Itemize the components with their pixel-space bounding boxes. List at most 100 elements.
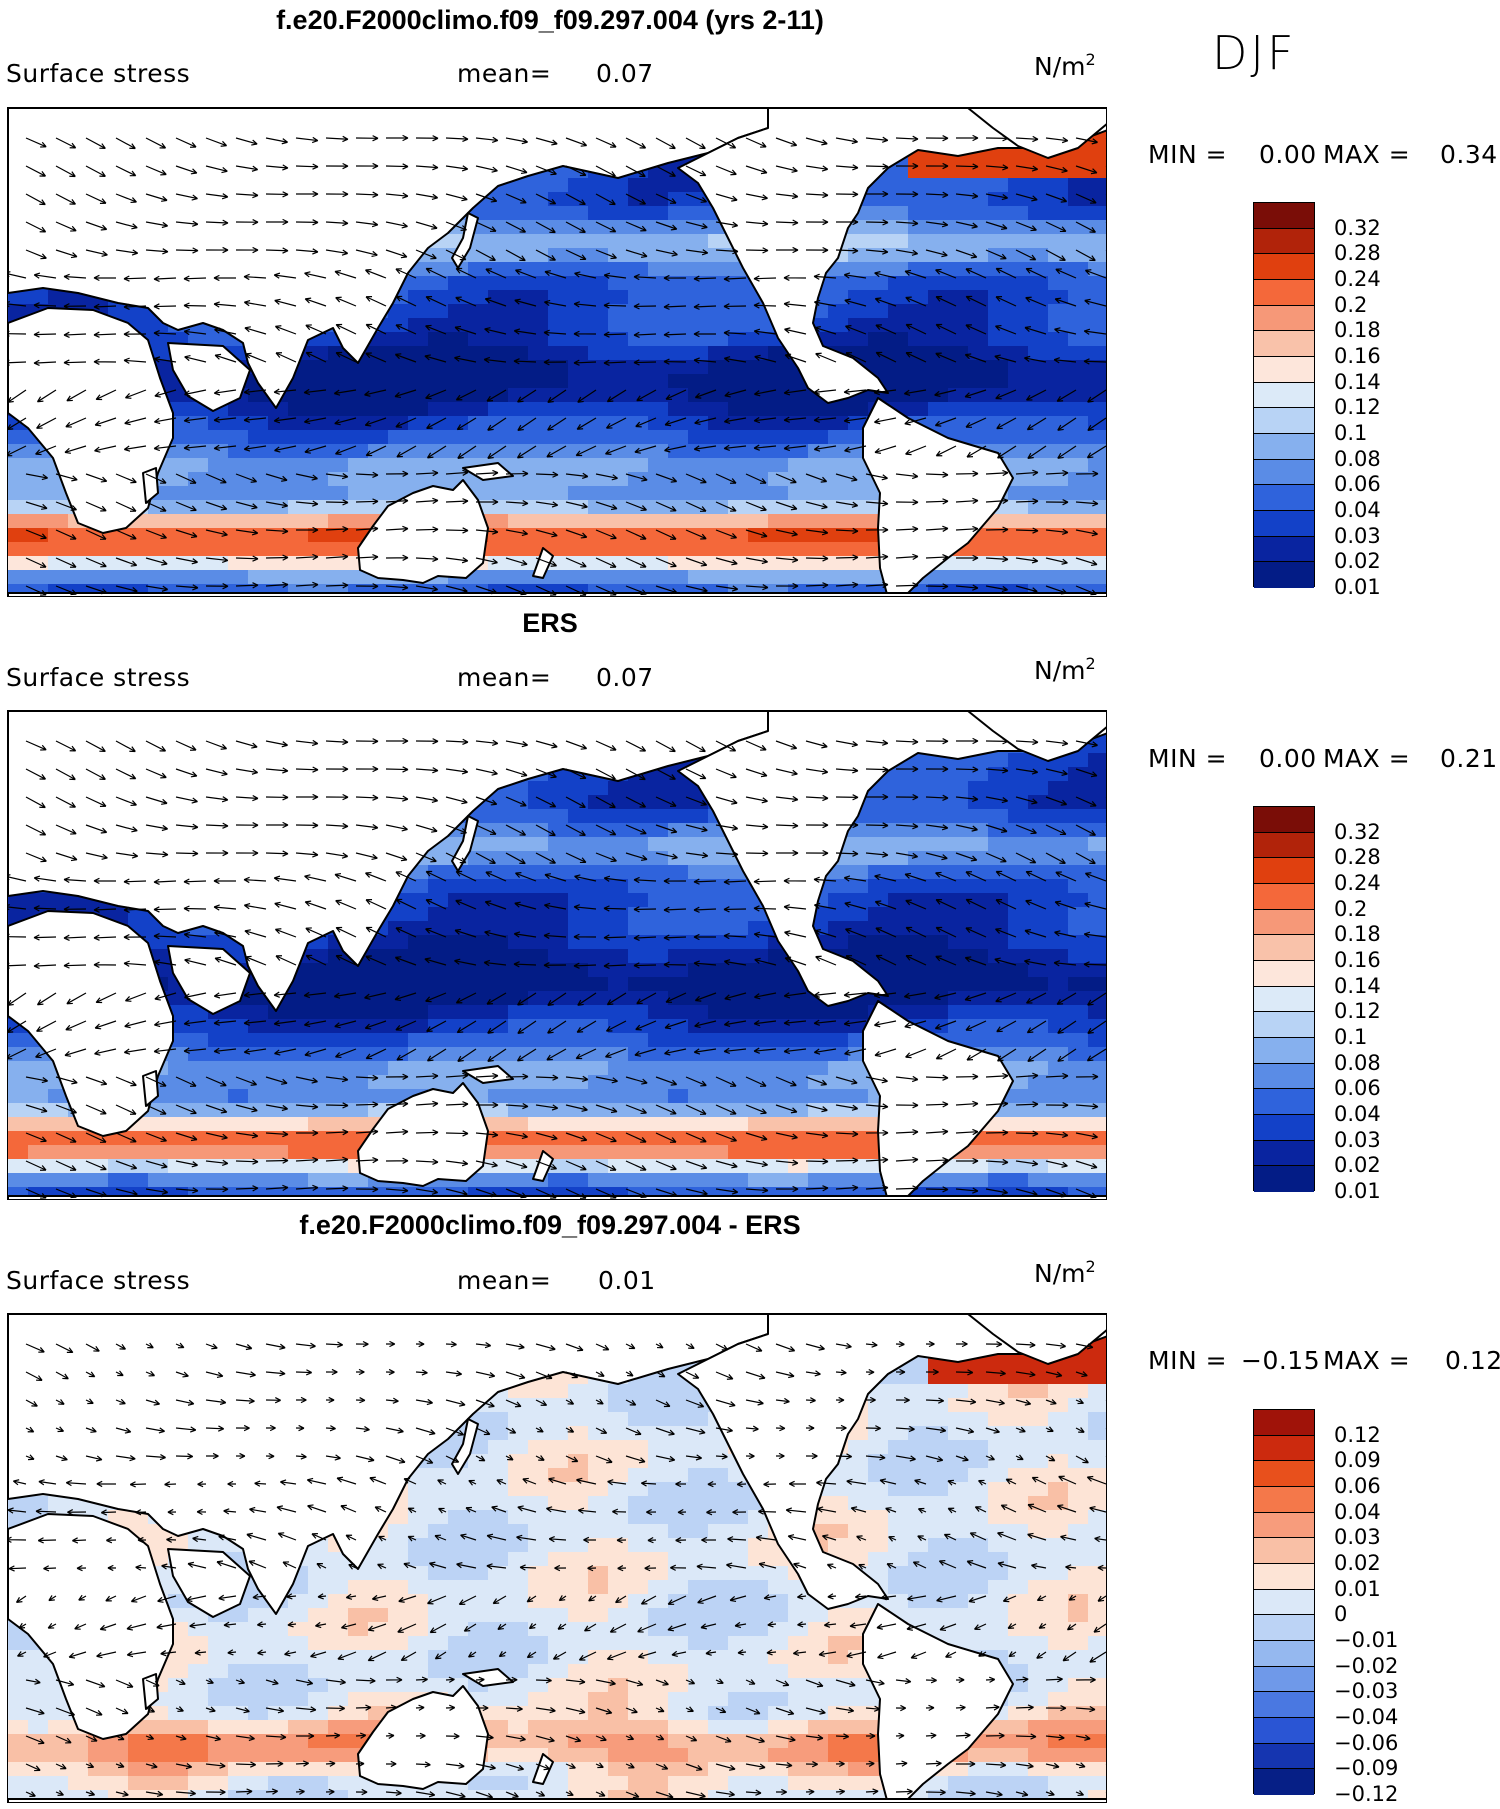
colorbar-tick-label: 0.18 (1334, 922, 1381, 947)
colorbar-segment (1254, 562, 1314, 588)
colorbar-segment (1254, 1089, 1314, 1115)
colorbar-segment (1254, 1486, 1314, 1513)
colorbar-segment (1254, 382, 1314, 409)
colorbar-segment (1254, 986, 1314, 1013)
min-label: MIN = (1148, 1346, 1228, 1375)
colorbar (1253, 1409, 1315, 1795)
colorbar-tick-label: −0.06 (1334, 1730, 1399, 1755)
coastline-madagascar (142, 467, 159, 504)
colorbar-tick-label: −0.02 (1334, 1653, 1399, 1678)
colorbar-segment (1254, 1512, 1314, 1539)
max-value: 0.12 (1445, 1346, 1500, 1375)
units-label: N/m2 (1034, 654, 1096, 685)
colorbar-tick-label: 0.02 (1334, 1551, 1381, 1575)
land-mask (8, 711, 1106, 1199)
colorbar-tick-label: 0.02 (1334, 1153, 1381, 1178)
colorbar-segment (1254, 1166, 1314, 1192)
colorbar-tick-label: −0.01 (1334, 1628, 1399, 1652)
colorbar-segment (1254, 1692, 1314, 1718)
colorbar-segment (1254, 832, 1314, 859)
min-label: MIN = (1148, 140, 1228, 169)
colorbar-tick-label: 0.24 (1334, 871, 1381, 895)
colorbar-segment (1254, 203, 1314, 229)
colorbar-segment (1254, 1140, 1314, 1167)
stress-vectors (8, 1340, 1106, 1799)
mean-label: mean= (457, 1266, 552, 1295)
coastline-samerica (862, 397, 1014, 596)
mean-label: mean= (457, 59, 552, 88)
colorbar-tick-label: 0.08 (1334, 1050, 1381, 1075)
colorbar-tick-label: 0.06 (1334, 1474, 1381, 1498)
colorbar-segment (1254, 883, 1314, 910)
colorbar-segment (1254, 858, 1314, 884)
colorbar-segment (1254, 1666, 1314, 1693)
colorbar-segment (1254, 459, 1314, 486)
colorbar-segment (1254, 1615, 1314, 1641)
colorbar-tick-label: 0.14 (1334, 973, 1381, 998)
coastline-greenland (967, 711, 1106, 762)
panel-title-obs: ERS (522, 608, 578, 638)
max-label: MAX = (1323, 1346, 1411, 1375)
colorbar-segment (1254, 909, 1314, 936)
coastline-greenland (967, 108, 1106, 159)
colorbar-segment (1254, 1717, 1314, 1744)
colorbar-segment (1254, 331, 1314, 357)
coastline-newzealand (532, 1150, 554, 1182)
min-label: MIN = (1148, 744, 1228, 773)
colorbar-tick-label: −0.12 (1334, 1782, 1399, 1806)
colorbar-segment (1254, 1640, 1314, 1667)
coastline-newzealand (532, 1753, 554, 1785)
variable-label: Surface stress (6, 59, 191, 88)
colorbar-tick-label: 0.24 (1334, 267, 1381, 291)
colorbar (1253, 202, 1315, 588)
colorbar-tick-label: 0.02 (1334, 549, 1381, 574)
panel-title-model: f.e20.F2000climo.f09_f09.297.004 (yrs 2-… (276, 5, 824, 35)
colorbar-tick-label: 0.04 (1334, 1102, 1381, 1126)
colorbar-tick-label: 0.1 (1334, 1025, 1368, 1049)
coastline-samerica (862, 1000, 1014, 1199)
mean-label: mean= (457, 663, 552, 692)
colorbar-tick-label: −0.09 (1334, 1756, 1399, 1781)
colorbar-tick-label: 0.28 (1334, 241, 1381, 266)
coastline-antarctica (8, 1798, 1106, 1802)
colorbar-tick-label: 0.06 (1334, 1076, 1381, 1101)
colorbar-segment (1254, 960, 1314, 987)
colorbar-tick-label: 0.03 (1334, 1127, 1381, 1152)
mean-value: 0.01 (598, 1266, 656, 1295)
colorbar-tick-label: 0.12 (1334, 395, 1381, 420)
coastline-greenland (967, 1314, 1106, 1365)
colorbar-tick-label: 0.32 (1334, 215, 1381, 240)
colorbar-tick-label: 0.03 (1334, 1525, 1381, 1550)
colorbar-segment (1254, 1435, 1314, 1462)
colorbar-segment (1254, 807, 1314, 833)
colorbar-segment (1254, 228, 1314, 255)
units-label: N/m2 (1034, 1257, 1096, 1288)
colorbar-tick-label: 0.06 (1334, 472, 1381, 497)
colorbar-tick-label: 0.32 (1334, 819, 1381, 844)
colorbar-segment (1254, 433, 1314, 460)
season-label: DJF (1212, 26, 1297, 80)
coastline-eurasia (8, 108, 769, 409)
stress-vectors (8, 737, 1106, 1199)
coastline-newguinea (462, 1065, 514, 1084)
colorbar-segment (1254, 279, 1314, 306)
stress-map-obs (7, 710, 1107, 1200)
colorbar-segment (1254, 1410, 1314, 1436)
variable-label: Surface stress (6, 663, 191, 692)
colorbar-tick-label: 0.16 (1334, 948, 1381, 972)
stress-map-model (7, 107, 1107, 597)
colorbar-tick-label: 0.12 (1334, 1422, 1381, 1447)
colorbar-tick-label: 0.01 (1334, 575, 1381, 599)
coastline-eurasia (8, 1314, 769, 1615)
colorbar-segment (1254, 510, 1314, 537)
coastline-namerica (677, 1314, 1106, 1610)
colorbar-tick-label: 0.2 (1334, 896, 1368, 921)
colorbar-tick-label: 0 (1334, 1602, 1348, 1627)
coastline-madagascar (142, 1673, 159, 1710)
mean-value: 0.07 (596, 59, 654, 88)
variable-label: Surface stress (6, 1266, 191, 1295)
colorbar-tick-label: 0.18 (1334, 318, 1381, 343)
coastline-australia (357, 479, 489, 584)
coastline-eurasia (8, 711, 769, 1012)
colorbar-tick-label: 0.28 (1334, 845, 1381, 870)
